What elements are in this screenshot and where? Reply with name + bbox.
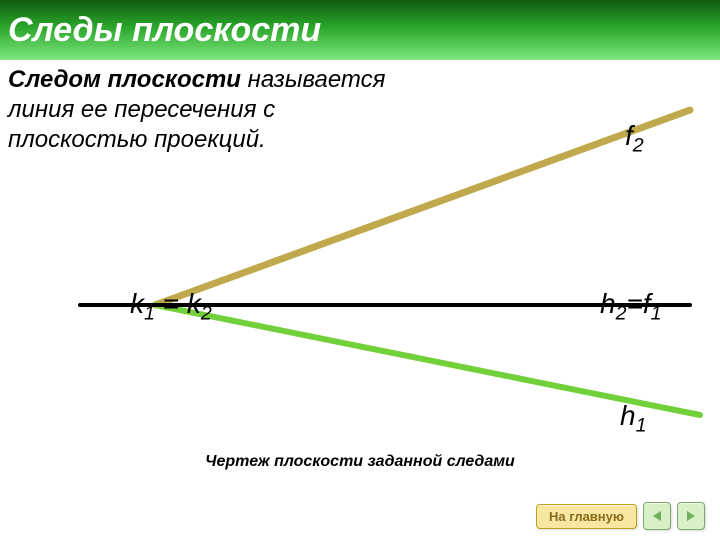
nav: На главную — [536, 502, 705, 530]
arrow-right-icon — [684, 509, 698, 523]
label-f2: f2 — [625, 120, 644, 158]
next-button[interactable] — [677, 502, 705, 530]
f2-trace-line — [155, 110, 690, 305]
home-button[interactable]: На главную — [536, 504, 637, 529]
prev-button[interactable] — [643, 502, 671, 530]
header: Следы плоскости — [0, 0, 720, 60]
label-h1: h1 — [620, 400, 646, 438]
label-k1-equals-k2: k1 = k2 — [130, 288, 212, 326]
page-title: Следы плоскости — [8, 11, 321, 50]
diagram-svg — [0, 60, 720, 460]
diagram-caption: Чертеж плоскости заданной следами — [0, 453, 720, 471]
label-h2-equals-f1: h2=f1 — [600, 288, 662, 326]
arrow-left-icon — [650, 509, 664, 523]
